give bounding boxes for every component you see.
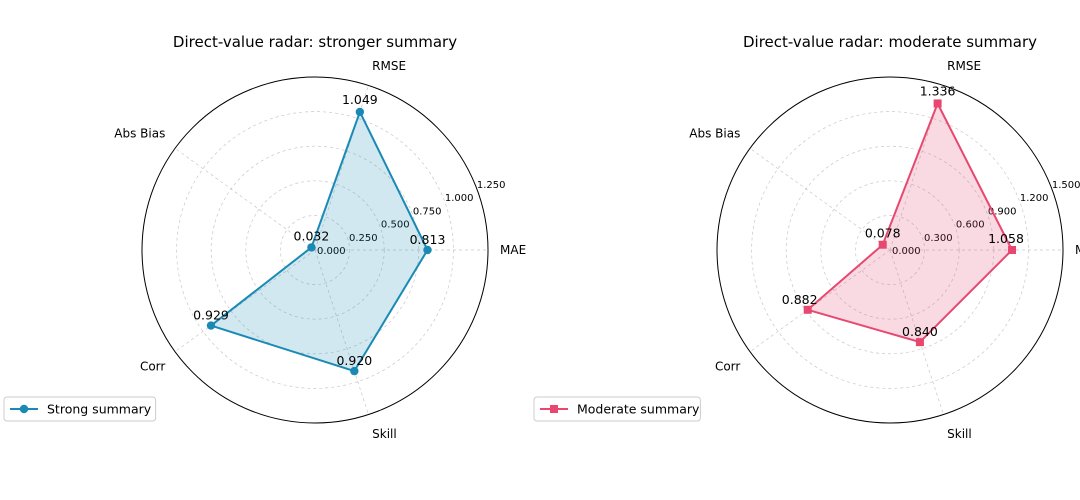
series-area xyxy=(807,103,1012,343)
data-point xyxy=(933,99,942,108)
series-line xyxy=(806,102,1013,344)
grid-ring xyxy=(280,215,350,285)
grid-ring xyxy=(245,180,385,320)
legend-label: Moderate summary xyxy=(577,402,700,417)
grid-spoke xyxy=(749,249,891,352)
axis-label-corr: Corr xyxy=(715,360,740,374)
r-tick-label: 0.500 xyxy=(381,220,410,231)
axis-label-rmse: RMSE xyxy=(947,59,981,73)
axis-label-mae: MAE xyxy=(500,243,526,257)
grid-spoke xyxy=(174,249,316,352)
legend-box xyxy=(3,396,157,422)
r-tick-label: 0.000 xyxy=(317,246,346,257)
axis-label-skill: Skill xyxy=(372,427,397,441)
r-tick-label: 1.000 xyxy=(445,193,474,204)
axis-label-abs-bias: Abs Bias xyxy=(114,126,165,140)
radar-chart-1: Direct-value radar: stronger summary 0.00… xyxy=(3,33,526,441)
r-tick-label: 0.900 xyxy=(988,206,1017,217)
chart-title: Direct-value radar: stronger summary xyxy=(173,33,457,51)
axis-label-corr: Corr xyxy=(140,360,165,374)
data-point xyxy=(355,107,365,117)
r-tick-label: 0.250 xyxy=(349,233,378,244)
grid-spoke xyxy=(749,148,891,251)
data-point xyxy=(878,240,887,249)
r-tick-label: 0.000 xyxy=(892,246,921,257)
r-tick-label: 1.200 xyxy=(1020,193,1049,204)
axis-label-abs-bias: Abs Bias xyxy=(689,126,740,140)
axis-label-mae: MAE xyxy=(1075,243,1080,257)
grid-spoke xyxy=(314,249,369,415)
grid-ring xyxy=(820,180,960,320)
grid-spoke xyxy=(174,148,316,251)
data-label: 1.049 xyxy=(342,92,378,107)
data-point xyxy=(915,338,924,347)
data-point xyxy=(1008,246,1017,254)
data-label: 0.840 xyxy=(902,324,938,339)
grid-spoke xyxy=(889,249,944,415)
data-point xyxy=(350,366,359,376)
axis-label-rmse: RMSE xyxy=(372,59,406,73)
legend-label: Strong summary xyxy=(47,402,152,417)
outer-ring xyxy=(141,76,489,424)
legend-marker xyxy=(550,405,558,413)
data-point xyxy=(803,305,812,314)
data-label: 0.920 xyxy=(336,353,372,368)
r-tick-label: 0.750 xyxy=(413,206,442,217)
data-point xyxy=(307,243,316,252)
r-tick-label: 1.500 xyxy=(1052,180,1080,191)
data-label: 0.813 xyxy=(410,232,446,247)
data-point xyxy=(423,245,432,255)
outer-ring xyxy=(716,76,1064,424)
legend-marker xyxy=(19,404,29,414)
data-point xyxy=(206,321,216,330)
data-label: 1.336 xyxy=(920,83,956,98)
data-label: 0.078 xyxy=(865,226,901,241)
grid-ring xyxy=(855,215,925,285)
chart-title: Direct-value radar: moderate summary xyxy=(743,33,1037,51)
axis-label-skill: Skill xyxy=(947,427,972,441)
data-label: 0.929 xyxy=(193,308,229,323)
r-tick-label: 1.250 xyxy=(477,180,506,191)
series-area xyxy=(211,111,428,372)
r-tick-label: 0.600 xyxy=(956,220,985,231)
r-tick-label: 0.300 xyxy=(924,233,953,244)
series-line xyxy=(210,110,429,373)
legend-box xyxy=(533,396,701,422)
data-label: 1.058 xyxy=(988,231,1024,246)
data-label: 0.032 xyxy=(294,228,330,243)
radar-chart-2: Direct-value radar: moderate summary 0.00… xyxy=(533,33,1080,441)
data-label: 0.882 xyxy=(782,292,818,307)
